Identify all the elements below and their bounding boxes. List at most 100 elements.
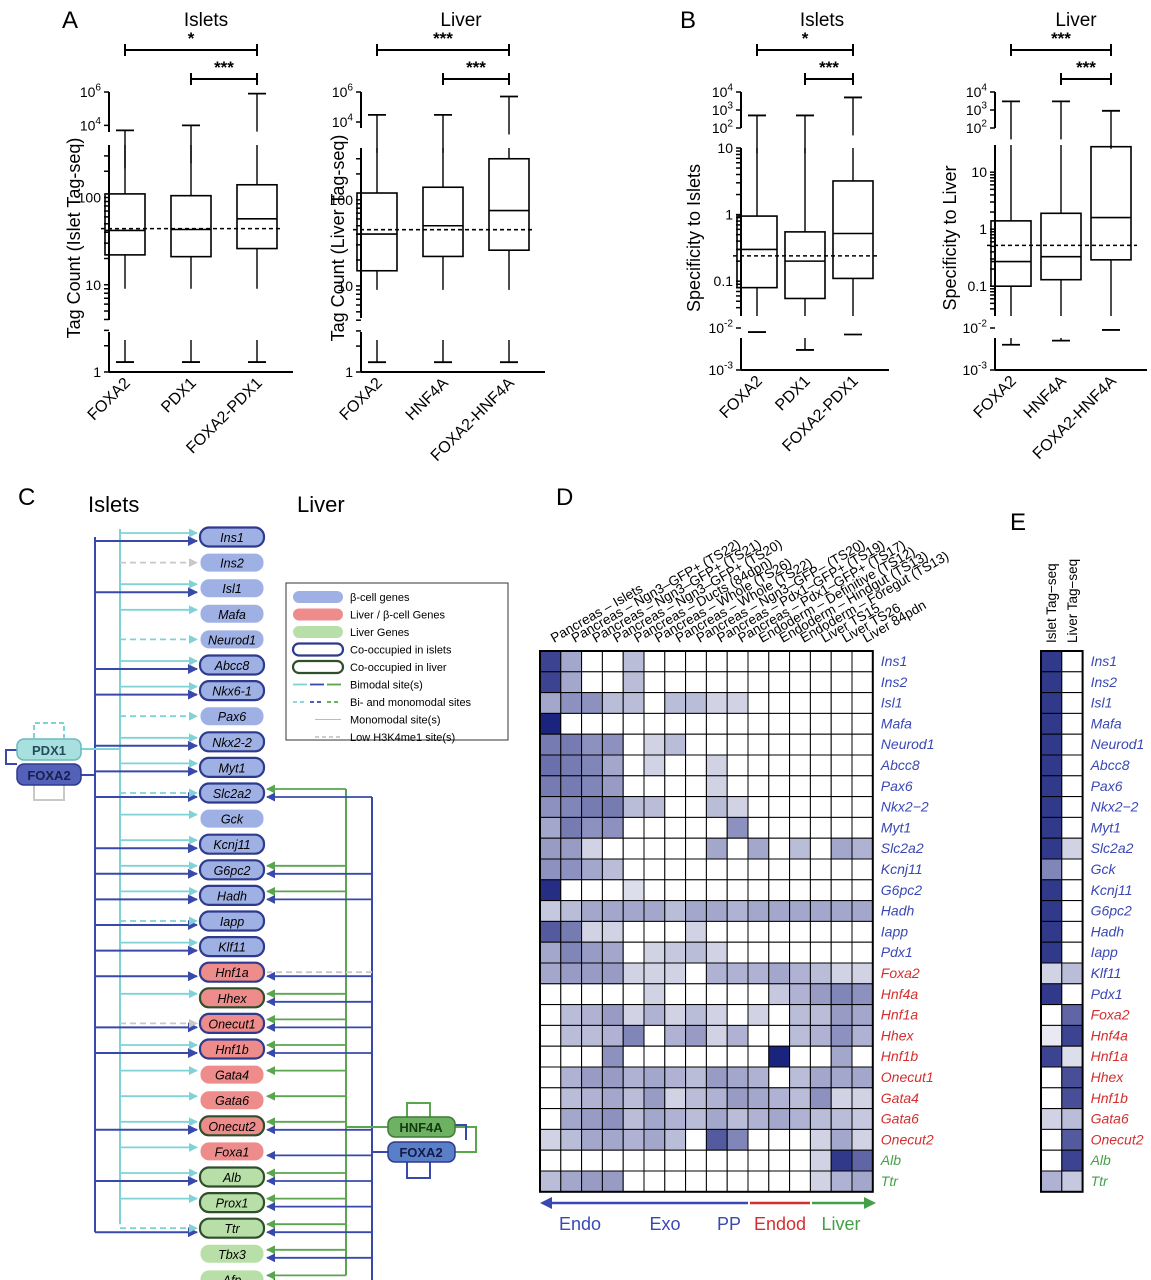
heatmap-cell <box>851 1004 874 1026</box>
gene-label: Alb <box>222 1171 241 1185</box>
y-tick-label: 0.1 <box>714 273 734 289</box>
heatmap-cell <box>851 962 874 985</box>
heatmap-cell <box>560 920 583 943</box>
heatmap-cell <box>643 692 666 714</box>
panel-e-heatmap: Islet Tag−seq Liver Tag−seq Ins1 Ins2 Isl1 Ma… <box>1040 559 1144 1193</box>
heatmap-cell <box>539 879 562 902</box>
heatmap-cell <box>1040 1004 1063 1026</box>
heatmap-cell <box>622 1149 645 1172</box>
heatmap-cell <box>643 941 666 964</box>
heatmap-cell <box>643 1087 666 1110</box>
heatmap-cell <box>768 1170 791 1193</box>
heatmap-cell <box>539 733 562 756</box>
x-tick-label: FOXA2 <box>85 375 134 424</box>
heatmap-row-label: Foxa2 <box>1091 1007 1130 1023</box>
heatmap-column-label: Islet Tag−seq <box>1044 563 1059 643</box>
heatmap-cell <box>581 1128 603 1151</box>
heatmap-cell <box>705 692 728 714</box>
heatmap-cell <box>705 1024 728 1047</box>
y-tick-label: 10-3 <box>708 361 733 378</box>
heatmap-cell <box>851 983 874 1006</box>
footer-label: Endod <box>754 1214 806 1234</box>
heatmap-cell <box>830 1045 853 1068</box>
gene-pill <box>198 731 266 753</box>
gene-pill <box>198 1166 266 1188</box>
y-tick-label: 104 <box>332 113 354 130</box>
heatmap-cell <box>747 983 770 1006</box>
heatmap-cell <box>726 837 749 860</box>
heatmap-cell <box>851 1024 874 1047</box>
heatmap-cell <box>851 692 874 714</box>
heatmap-cell <box>560 983 583 1006</box>
heatmap-row-label: Hnf1a <box>881 1007 919 1023</box>
panel-letter-c: C <box>18 484 35 511</box>
legend-swatch <box>293 626 343 638</box>
heatmap-cell <box>1061 1108 1084 1130</box>
heatmap-cell <box>581 1087 603 1110</box>
heatmap-row-label: Hnf4a <box>881 986 919 1002</box>
box-iqr <box>422 186 464 258</box>
heatmap-cell <box>726 692 749 714</box>
gene-pill <box>198 987 266 1009</box>
heatmap-cell <box>726 1024 749 1047</box>
heatmap-cell <box>1040 1128 1063 1151</box>
heatmap-cell <box>581 733 603 756</box>
heatmap-cell <box>539 1128 562 1151</box>
y-tick-label: 10-2 <box>962 319 987 336</box>
heatmap-cell <box>539 712 562 735</box>
heatmap-cell <box>1061 879 1084 902</box>
heatmap-cell <box>643 650 666 673</box>
heatmap-cell <box>809 796 832 818</box>
heatmap-cell <box>539 837 562 860</box>
heatmap-cell <box>685 1045 707 1068</box>
heatmap-cell <box>747 796 770 818</box>
heatmap-row-label: Myt1 <box>881 819 911 835</box>
heatmap-cell <box>726 671 749 694</box>
heatmap-cell <box>830 983 853 1006</box>
heatmap-cell <box>601 1170 624 1193</box>
heatmap-cell <box>685 1004 707 1026</box>
heatmap-cell <box>1061 1024 1084 1047</box>
heatmap-row-label: Iapp <box>1091 944 1118 960</box>
box-iqr <box>1040 212 1082 281</box>
gene-label: Pax6 <box>218 710 247 724</box>
tf-hnf4a-label: HNF4A <box>399 1120 443 1135</box>
heatmap-row-label: Isl1 <box>1091 695 1113 711</box>
heatmap-cell <box>768 837 791 860</box>
y-tick-label: 100 <box>330 192 354 208</box>
heatmap-cell <box>747 962 770 985</box>
legend-swatch <box>293 591 343 603</box>
heatmap-cell <box>601 858 624 881</box>
heatmap-cell <box>1061 1004 1084 1026</box>
heatmap-cell <box>622 754 645 777</box>
heatmap-cell <box>830 796 853 818</box>
heatmap-cell <box>705 1170 728 1193</box>
heatmap-row-label: Abcc8 <box>1090 757 1130 773</box>
heatmap-cell <box>1040 900 1063 922</box>
heatmap-cell <box>851 712 874 735</box>
heatmap-cell <box>747 1045 770 1068</box>
heatmap-cell <box>664 858 687 881</box>
heatmap-cell <box>685 816 707 839</box>
heatmap-cell <box>809 1087 832 1110</box>
heatmap-cell <box>601 1149 624 1172</box>
gene-pill <box>199 1141 265 1162</box>
heatmap-row-label: Ttr <box>881 1173 899 1189</box>
heatmap-cell <box>747 900 770 922</box>
heatmap-cell <box>643 1004 666 1026</box>
heatmap-cell <box>705 1087 728 1110</box>
heatmap-row-label: Klf11 <box>1091 965 1122 981</box>
heatmap-cell <box>830 837 853 860</box>
box-iqr <box>1090 145 1132 261</box>
gene-label: Onecut2 <box>208 1120 255 1134</box>
heatmap-cell <box>601 1066 624 1089</box>
heatmap-cell <box>1061 900 1084 922</box>
y-tick-label: 103 <box>966 101 988 118</box>
gene-label: Klf11 <box>218 941 246 955</box>
heatmap-cell <box>581 712 603 735</box>
heatmap-cell <box>664 1087 687 1110</box>
heatmap-row-label: Ttr <box>1091 1173 1109 1189</box>
heatmap-row-label: Ins2 <box>1091 674 1118 690</box>
heatmap-cell <box>622 775 645 798</box>
